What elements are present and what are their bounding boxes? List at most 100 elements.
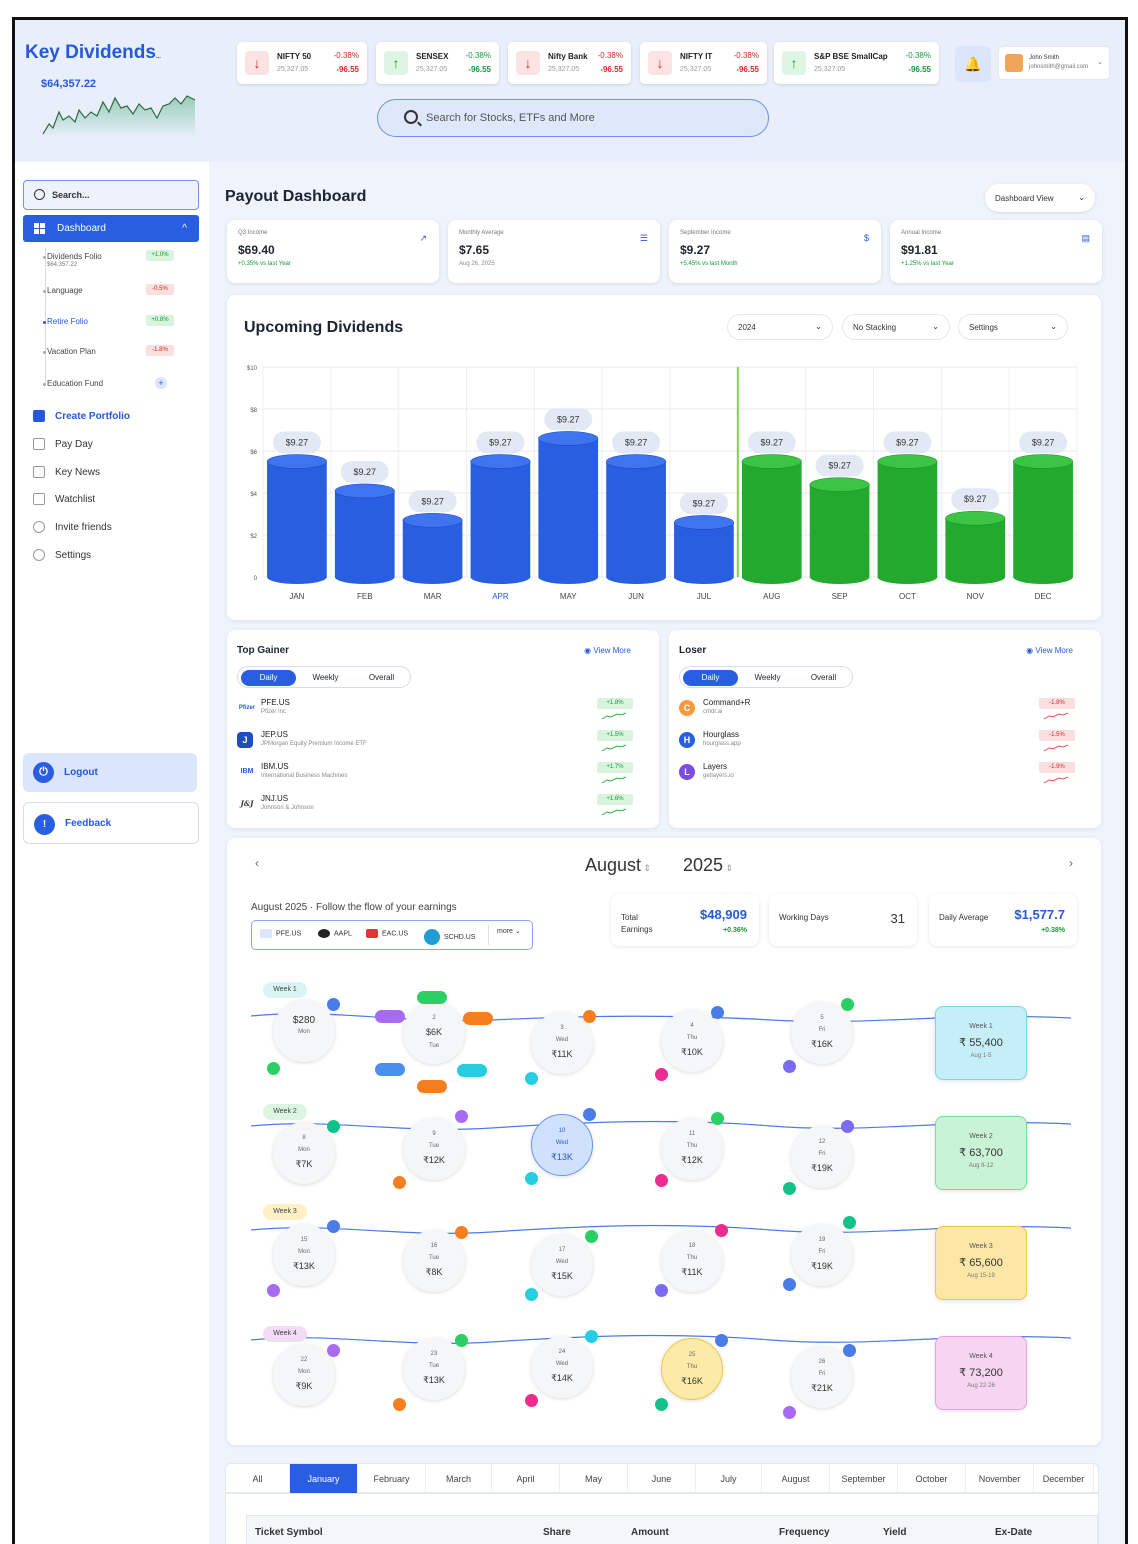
list-item[interactable]: J JEP.US JPMorgan Equity Premium Income … (237, 730, 647, 758)
stat-card[interactable]: Annual Income $91.81 +1.25% vs last Year… (890, 220, 1102, 283)
folio-item[interactable]: Retire Folio +0.8% (43, 315, 174, 326)
stat-card[interactable]: September Income $9.27 +5.45% vs last Mo… (669, 220, 881, 283)
stacking-select[interactable]: No Stacking ⌄ (842, 314, 950, 340)
chip[interactable]: PFE.US (260, 929, 301, 938)
tab-month-december[interactable]: December (1034, 1464, 1094, 1494)
chip[interactable]: SCHD.US (424, 929, 476, 945)
tab-month-july[interactable]: July (696, 1464, 762, 1494)
stat-card[interactable]: Q3 Income $69.40 +0.35% vs last Year ↗ (227, 220, 439, 283)
tab-weekly[interactable]: Weekly (754, 673, 781, 682)
tab-month-may[interactable]: May (560, 1464, 628, 1494)
day-bubble[interactable]: 11 Thu ₹12K (661, 1118, 723, 1180)
day-bubble[interactable]: 4 Thu ₹10K (661, 1010, 723, 1072)
col-yield[interactable]: Yield (883, 1527, 907, 1538)
day-bubble[interactable]: 26 Fri ₹21K (791, 1346, 853, 1408)
col-frequency[interactable]: Frequency (779, 1527, 830, 1538)
add-icon[interactable]: + (155, 377, 167, 389)
ticker-card[interactable]: ↓ NIFTY 50 25,327.05 -0.38% -96.55 (237, 42, 367, 84)
day-bubble[interactable]: 24 Wed ₹14K (531, 1336, 593, 1398)
folio-item[interactable]: Education Fund + (43, 377, 167, 389)
x-tick-label: SEP (832, 592, 848, 601)
tab-month-october[interactable]: October (898, 1464, 966, 1494)
day-bubble[interactable]: $280 Mon (273, 1000, 335, 1062)
day-bubble[interactable]: 17 Wed ₹15K (531, 1234, 593, 1296)
week-total-card[interactable]: Week 2 ₹ 63,700 Aug 8-12 (935, 1116, 1027, 1190)
folio-item[interactable]: Language -0.5% (43, 284, 174, 295)
list-item[interactable]: L Layers getlayers.io -1.9% (679, 762, 1089, 790)
dashboard-view-select[interactable]: Dashboard View ⌄ (985, 184, 1095, 212)
list-item[interactable]: IBM IBM.US International Business Machin… (237, 762, 647, 790)
gainer-view-more-link[interactable]: ◉ View More (584, 646, 631, 655)
tab-month-january[interactable]: January (290, 1464, 358, 1494)
week-total-card[interactable]: Week 4 ₹ 73,200 Aug 22-26 (935, 1336, 1027, 1410)
tab-month-september[interactable]: September (830, 1464, 898, 1494)
ticker-card[interactable]: ↓ Nifty Bank 25,327.05 -0.38% -96.55 (508, 42, 631, 84)
arrow-down-icon: ↓ (648, 51, 672, 75)
feedback-button[interactable]: ! Feedback (23, 802, 199, 844)
week-total-card[interactable]: Week 3 ₹ 65,600 Aug 15-19 (935, 1226, 1027, 1300)
hourglass-logo-icon: H (679, 732, 695, 748)
tab-weekly[interactable]: Weekly (312, 673, 339, 682)
day-bubble[interactable]: 23 Tue ₹13K (403, 1338, 465, 1400)
tab-month-november[interactable]: November (966, 1464, 1034, 1494)
day-bubble[interactable]: 9 Tue ₹12K (403, 1118, 465, 1180)
logout-button[interactable]: ⏻ Logout (23, 753, 197, 792)
col-amount[interactable]: Amount (631, 1527, 669, 1538)
tab-month-february[interactable]: February (358, 1464, 426, 1494)
prev-month-button[interactable]: ‹ (255, 856, 259, 870)
day-bubble[interactable]: 8 Mon ₹7K (273, 1122, 335, 1184)
tab-overall[interactable]: Overall (810, 673, 837, 682)
user-menu[interactable]: John Smith johnsmith@gmail.com ⌄ (998, 46, 1110, 80)
chip[interactable]: EAC.US (366, 929, 408, 938)
year-select[interactable]: 2024 ⌄ (727, 314, 833, 340)
folio-item[interactable]: Vacation Plan -1.8% (43, 345, 174, 356)
tab-daily[interactable]: Daily (683, 670, 738, 686)
day-bubble[interactable]: 22 Mon ₹9K (273, 1344, 335, 1406)
tab-month-june[interactable]: June (628, 1464, 696, 1494)
bell-icon[interactable]: 🔔 (955, 46, 991, 82)
global-search-input[interactable]: Search for Stocks, ETFs and More (377, 99, 769, 137)
col-ticker-symbol[interactable]: Ticket Symbol (255, 1527, 323, 1538)
day-bubble[interactable]: 5 Fri ₹16K (791, 1002, 853, 1064)
day-bubble[interactable]: 16 Tue ₹8K (403, 1230, 465, 1292)
col-ex-date[interactable]: Ex-Date (995, 1527, 1033, 1538)
list-item[interactable]: C Command+R cmdr.ai -1.8% (679, 698, 1089, 726)
sidebar-item-dashboard[interactable]: Dashboard ^ (23, 215, 199, 242)
ticker-card[interactable]: ↑ S&P BSE SmallCap 25,327.05 -0.38% -96.… (774, 42, 939, 84)
day-bubble[interactable]: 2 $6K Tue (403, 1002, 465, 1064)
more-chips-button[interactable]: more ⌄ (488, 925, 521, 945)
col-share[interactable]: Share (543, 1527, 571, 1538)
list-item[interactable]: J&J JNJ.US Johnson & Johnson +1.6% (237, 794, 647, 822)
tab-month-april[interactable]: April (492, 1464, 560, 1494)
sidebar-search-input[interactable]: Search... (23, 180, 199, 210)
day-bubble-highlighted[interactable]: 25 Thu ₹16K (661, 1338, 723, 1400)
ticker-card[interactable]: ↑ SENSEX 25,327.05 -0.38% -96.55 (376, 42, 499, 84)
day-bubble[interactable]: 19 Fri ₹19K (791, 1224, 853, 1286)
day-bubble[interactable]: 18 Thu ₹11K (661, 1230, 723, 1292)
month-select[interactable]: August ⇕ (585, 855, 652, 875)
day-bubble[interactable]: 3 Wed ₹11K (531, 1012, 593, 1074)
loser-view-more-link[interactable]: ◉ View More (1026, 646, 1073, 655)
chip[interactable]: AAPL (318, 929, 352, 938)
tab-overall[interactable]: Overall (368, 673, 395, 682)
ticker-dot (711, 1112, 724, 1125)
list-item[interactable]: H Hourglass hourglass.app -1.5% (679, 730, 1089, 758)
tab-month-march[interactable]: March (426, 1464, 492, 1494)
tab-month-august[interactable]: August (762, 1464, 830, 1494)
week-total-card[interactable]: Week 1 ₹ 55,400 Aug 1-5 (935, 1006, 1027, 1080)
list-item[interactable]: Pfizer PFE.US Pfizer Inc +1.8% (237, 698, 647, 726)
day-bubble[interactable]: 12 Fri ₹19K (791, 1126, 853, 1188)
year-select[interactable]: 2025 ⇕ (683, 855, 734, 875)
tab-daily[interactable]: Daily (241, 670, 296, 686)
ticker-card[interactable]: ↓ NIFTY IT 25,327.05 -0.38% -96.55 (640, 42, 767, 84)
next-month-button[interactable]: › (1069, 856, 1073, 870)
day-bubble-selected[interactable]: 10 Wed ₹13K (531, 1114, 593, 1176)
brand-logo[interactable]: Key Dividends... (25, 42, 161, 63)
day-bubble[interactable]: 15 Mon ₹13K (273, 1224, 335, 1286)
ticker-dot (711, 1006, 724, 1019)
folio-item[interactable]: Dividends Folio $64,357.22 +1.0% (43, 250, 174, 268)
stat-card[interactable]: Monthly Average $7.65 Aug 26, 2025 ☰ (448, 220, 660, 283)
tab-month-all[interactable]: All (226, 1464, 290, 1494)
data-label: $9.27 (353, 467, 376, 477)
settings-select[interactable]: Settings ⌄ (958, 314, 1068, 340)
